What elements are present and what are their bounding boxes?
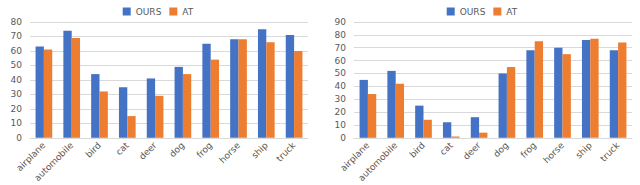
svg-text:airplane: airplane — [14, 140, 48, 174]
svg-text:ship: ship — [250, 140, 270, 160]
svg-text:deer: deer — [137, 140, 159, 162]
svg-text:20: 20 — [335, 107, 347, 117]
svg-text:horse: horse — [217, 140, 242, 165]
svg-text:40: 40 — [335, 81, 347, 91]
svg-text:bird: bird — [84, 140, 103, 159]
svg-text:frog: frog — [195, 140, 215, 160]
svg-text:OURS: OURS — [136, 7, 162, 17]
svg-text:10: 10 — [335, 120, 347, 130]
svg-text:20: 20 — [11, 104, 23, 114]
svg-text:airplane: airplane — [338, 140, 372, 174]
svg-text:frog: frog — [519, 140, 539, 160]
svg-text:0: 0 — [16, 133, 22, 143]
svg-text:90: 90 — [335, 17, 347, 27]
svg-text:80: 80 — [335, 30, 347, 40]
svg-text:truck: truck — [598, 140, 622, 164]
svg-text:automobile: automobile — [356, 140, 399, 183]
svg-text:automobile: automobile — [32, 140, 75, 183]
svg-text:60: 60 — [11, 46, 23, 56]
svg-text:60: 60 — [335, 56, 347, 66]
svg-text:bird: bird — [408, 140, 427, 159]
svg-text:cat: cat — [438, 140, 455, 157]
svg-text:horse: horse — [541, 140, 566, 165]
svg-text:deer: deer — [461, 140, 483, 162]
svg-text:50: 50 — [335, 68, 347, 78]
svg-text:30: 30 — [11, 89, 23, 99]
svg-text:dog: dog — [167, 140, 186, 159]
svg-text:50: 50 — [11, 60, 23, 70]
svg-text:AT: AT — [182, 7, 193, 17]
svg-text:OURS: OURS — [460, 7, 486, 17]
svg-text:40: 40 — [11, 75, 23, 85]
svg-text:0: 0 — [340, 133, 346, 143]
svg-text:80: 80 — [11, 17, 23, 27]
svg-text:70: 70 — [335, 43, 347, 53]
svg-text:truck: truck — [274, 140, 298, 164]
svg-text:30: 30 — [335, 94, 347, 104]
svg-text:AT: AT — [506, 7, 517, 17]
svg-text:ship: ship — [574, 140, 594, 160]
svg-text:10: 10 — [11, 118, 23, 128]
svg-text:70: 70 — [11, 31, 23, 41]
svg-text:cat: cat — [114, 140, 131, 157]
svg-text:dog: dog — [491, 140, 510, 159]
